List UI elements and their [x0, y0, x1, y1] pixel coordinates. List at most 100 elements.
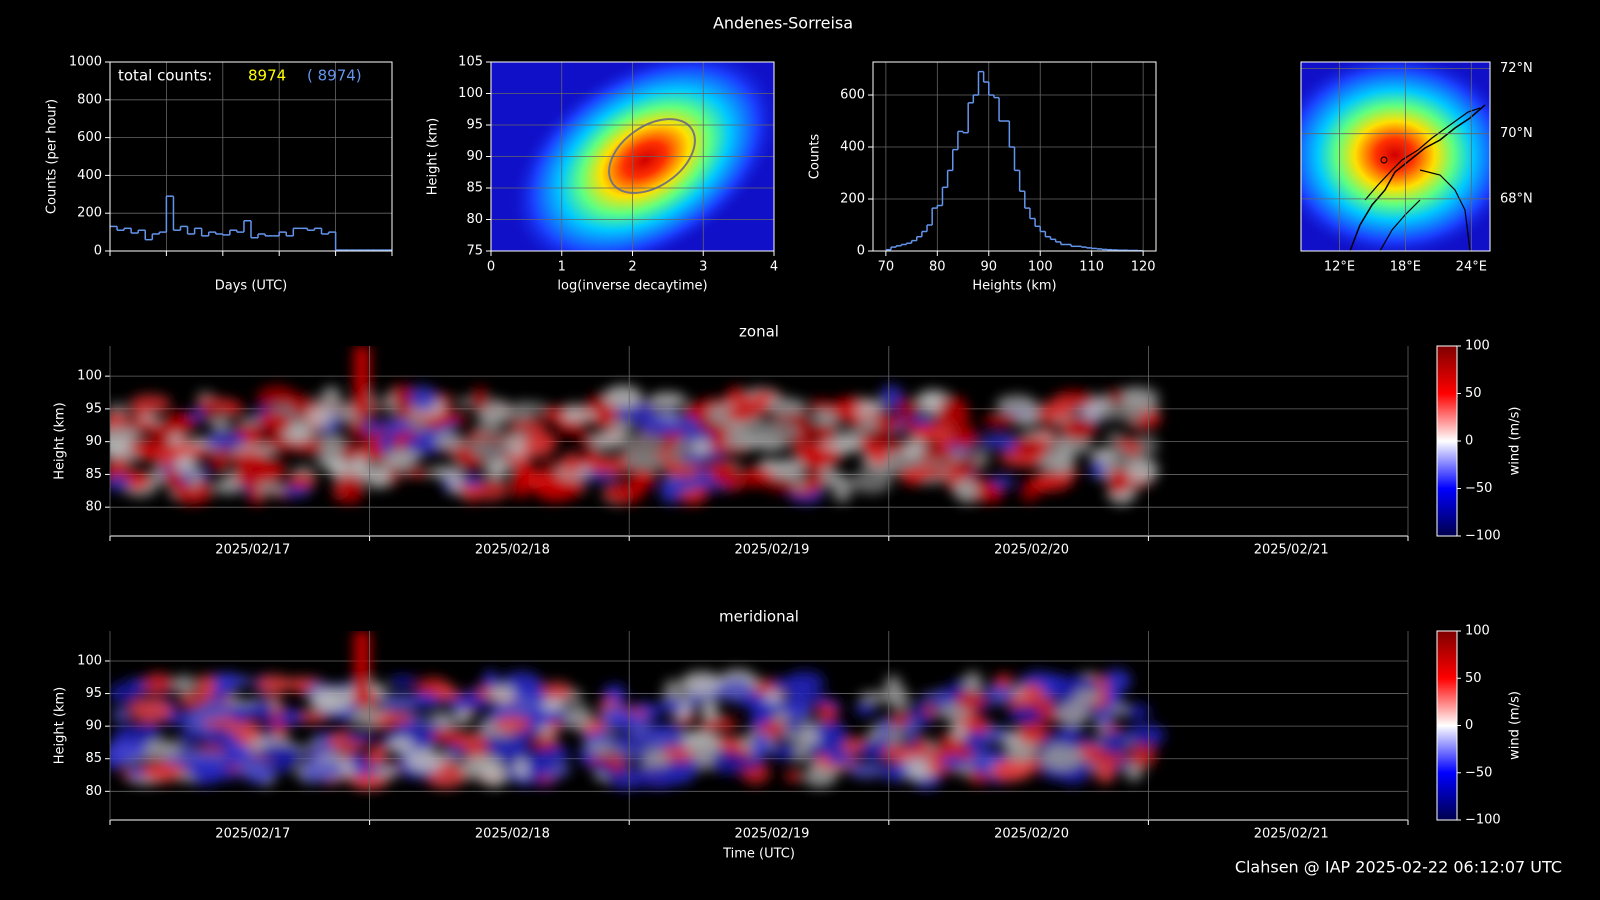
wind-blob: [378, 431, 395, 456]
wind-blob: [766, 459, 806, 480]
x-tick-label: 3: [699, 260, 707, 275]
wind-blob: [387, 736, 415, 754]
wind-blob: [764, 397, 807, 416]
wind-blob: [198, 700, 230, 721]
wind-blob: [234, 464, 265, 488]
wind-blob: [988, 475, 1015, 489]
wind-blob: [172, 674, 196, 694]
wind-blob: [531, 735, 559, 749]
y-tick-label: 400: [77, 168, 102, 183]
colorbar-tick-label: 0: [1465, 718, 1473, 733]
wind-blob: [1093, 705, 1116, 728]
wind-blob: [173, 480, 214, 505]
wind-blob: [904, 438, 927, 457]
axes-frame: [872, 61, 1157, 252]
y-axis-label: Counts: [808, 134, 823, 180]
x-axis-label: log(inverse decaytime): [557, 279, 707, 294]
wind-blob: [470, 440, 514, 462]
wind-blob: [994, 673, 1014, 689]
wind-blob: [110, 475, 131, 492]
wind-blob: [110, 681, 141, 705]
wind-blob: [603, 385, 643, 409]
wind-blob: [510, 475, 532, 498]
colorbar-tick-label: 0: [1465, 434, 1473, 449]
wind-blob: [963, 730, 988, 751]
x-tick-label: 2025/02/17: [215, 543, 290, 558]
wind-blob: [740, 466, 774, 487]
wind-blob: [600, 454, 633, 476]
wind-blob: [834, 398, 862, 413]
wind-blob: [971, 447, 990, 469]
wind-blob: [343, 731, 377, 743]
wind-blob: [209, 415, 232, 432]
wind-blob: [470, 479, 510, 501]
wind-blob: [154, 447, 180, 466]
wind-blob: [1056, 727, 1085, 738]
y-tick-label: 100: [77, 653, 102, 668]
wind-blob: [688, 739, 721, 761]
wind-blob: [913, 738, 930, 759]
x-tick-label: 80: [929, 260, 946, 275]
wind-blob: [388, 675, 418, 688]
wind-blob: [763, 691, 785, 704]
wind-blob: [1007, 705, 1042, 725]
y-tick-label: 200: [840, 192, 865, 207]
colorbar-tick-label: 100: [1465, 339, 1490, 354]
colorbar: [1436, 345, 1458, 537]
wind-blob: [867, 441, 888, 465]
wind-blob: [784, 671, 825, 694]
wind-blob: [734, 694, 760, 707]
wind-blob: [1020, 484, 1039, 503]
wind-blob: [1017, 720, 1050, 745]
wind-blob: [111, 707, 131, 723]
wind-image: [110, 631, 1166, 791]
wind-blob: [884, 456, 922, 471]
y-tick-label: 70°N: [1500, 126, 1533, 141]
x-tick-label: 2025/02/17: [215, 827, 290, 842]
wind-blob: [154, 431, 171, 453]
wind-blob: [1056, 701, 1090, 727]
colorbar-tick-label: 50: [1465, 671, 1482, 686]
colorbar-tick-label: −100: [1465, 813, 1501, 828]
wind-blob: [954, 478, 979, 504]
wind-blob: [176, 730, 205, 744]
wind-blob: [268, 393, 309, 405]
wind-blob: [909, 426, 938, 441]
wind-blob: [682, 453, 711, 464]
wind-blob: [489, 684, 516, 703]
wind-blob: [874, 424, 893, 442]
wind-blob: [1039, 744, 1083, 771]
wind-blob: [895, 398, 921, 419]
x-tick-label: 12°E: [1324, 260, 1355, 275]
wind-blob: [884, 675, 902, 694]
y-tick-label: 95: [85, 686, 102, 701]
wind-blob: [607, 419, 632, 436]
y-tick-label: 95: [85, 401, 102, 416]
wind-blob: [933, 422, 955, 447]
wind-blob: [899, 418, 917, 432]
wind-blob: [770, 743, 798, 760]
wind-blob: [1005, 742, 1037, 763]
y-tick-label: 200: [77, 206, 102, 221]
wind-blob: [385, 451, 410, 469]
x-axis-label: Time (UTC): [722, 847, 795, 862]
y-axis-label: Counts (per hour): [45, 99, 60, 214]
wind-blob: [922, 465, 945, 479]
annotation: total counts:: [118, 67, 212, 85]
wind-blob: [785, 696, 806, 718]
y-tick-label: 85: [466, 181, 483, 196]
y-tick-label: 100: [458, 86, 483, 101]
wind-blob: [660, 476, 701, 492]
wind-blob: [200, 768, 242, 781]
wind-blob: [604, 733, 646, 751]
wind-blob: [816, 730, 849, 747]
wind-blob: [164, 467, 183, 489]
wind-blob: [541, 681, 573, 700]
wind-blob: [405, 748, 444, 773]
x-tick-label: 100: [1028, 260, 1053, 275]
wind-blob: [1089, 459, 1107, 479]
wind-blob: [434, 431, 463, 451]
colorbar: [1436, 630, 1458, 821]
wind-blob: [973, 762, 991, 774]
wind-blob: [1033, 472, 1072, 491]
